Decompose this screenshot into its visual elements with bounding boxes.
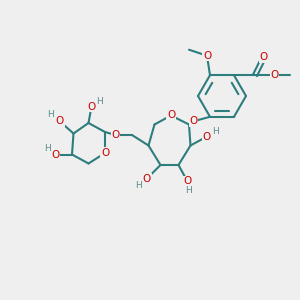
Text: H: H [44, 144, 50, 153]
Text: O: O [189, 116, 198, 126]
Text: O: O [183, 176, 192, 187]
Text: H: H [135, 181, 142, 190]
Text: O: O [111, 130, 120, 140]
Text: H: H [186, 186, 192, 195]
Text: H: H [97, 97, 103, 106]
Text: O: O [56, 116, 64, 127]
Text: H: H [48, 110, 54, 119]
Text: H: H [212, 127, 219, 136]
Text: O: O [203, 131, 211, 142]
Text: O: O [101, 148, 109, 158]
Text: O: O [51, 149, 60, 160]
Text: O: O [87, 101, 96, 112]
Text: O: O [203, 51, 211, 61]
Text: O: O [260, 52, 268, 62]
Text: O: O [143, 173, 151, 184]
Text: O: O [167, 110, 175, 121]
Text: O: O [270, 70, 279, 80]
